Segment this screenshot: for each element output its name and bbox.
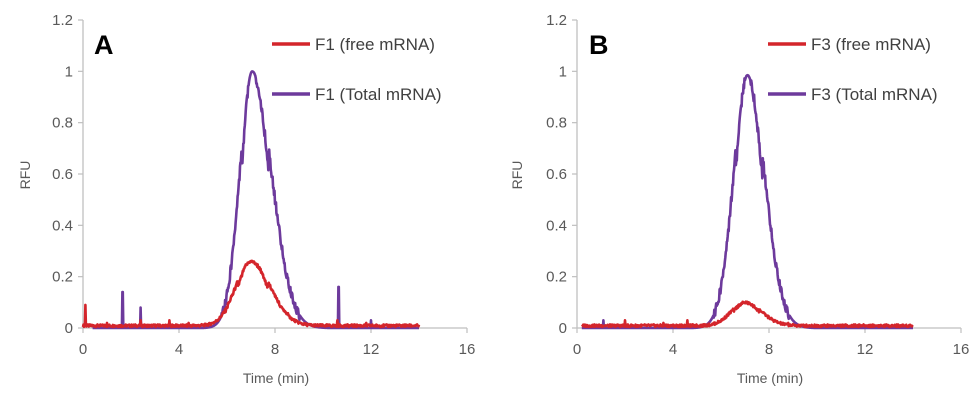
chart-panel-b: RFU Time (min) B 0 0.2 0.4 0.6 0.8 1 1.2 0 4 8 12 1… <box>509 12 969 386</box>
legend-label: F1 (free mRNA) <box>315 35 435 54</box>
x-tick-label: 4 <box>175 341 183 358</box>
legend-label: F1 (Total mRNA) <box>315 85 442 104</box>
chart-panel-a: RFU Time (min) A 0 0.2 0.4 0.6 0.8 1 1.2 0 4 8 12 1… <box>17 12 475 386</box>
series-line <box>580 300 914 329</box>
y-tick-label: 0.2 <box>546 269 567 286</box>
series-line <box>580 73 914 330</box>
y-axis-title: RFU <box>17 161 33 190</box>
x-tick-label: 16 <box>953 341 970 358</box>
panel-label: B <box>589 30 609 60</box>
x-tick-label: 8 <box>765 341 773 358</box>
x-tick-label: 0 <box>79 341 87 358</box>
legend-label: F3 (free mRNA) <box>811 35 931 54</box>
y-tick-label: 0.8 <box>52 115 73 132</box>
y-tick-label: 0.6 <box>52 166 73 183</box>
x-tick-label: 4 <box>669 341 677 358</box>
x-tick-label: 12 <box>857 341 874 358</box>
x-tick-label: 16 <box>459 341 476 358</box>
y-tick-label: 1.2 <box>546 12 567 29</box>
y-axis-title: RFU <box>509 161 525 190</box>
y-tick-label: 0.4 <box>546 217 567 234</box>
series-line <box>91 70 420 330</box>
panel-label: A <box>94 30 114 60</box>
y-tick-label: 0.2 <box>52 269 73 286</box>
y-tick-label: 0 <box>65 320 73 337</box>
x-axis-title: Time (min) <box>737 370 803 386</box>
y-tick-label: 0.4 <box>52 217 73 234</box>
series-line <box>81 259 421 329</box>
x-tick-label: 12 <box>363 341 380 358</box>
x-tick-label: 0 <box>573 341 581 358</box>
x-axis-title: Time (min) <box>243 370 309 386</box>
y-tick-label: 1.2 <box>52 12 73 29</box>
y-tick-label: 0.8 <box>546 115 567 132</box>
y-tick-label: 1 <box>559 63 567 80</box>
legend-label: F3 (Total mRNA) <box>811 85 938 104</box>
y-tick-label: 0.6 <box>546 166 567 183</box>
y-tick-label: 0 <box>559 320 567 337</box>
y-tick-label: 1 <box>65 63 73 80</box>
x-tick-label: 8 <box>271 341 279 358</box>
